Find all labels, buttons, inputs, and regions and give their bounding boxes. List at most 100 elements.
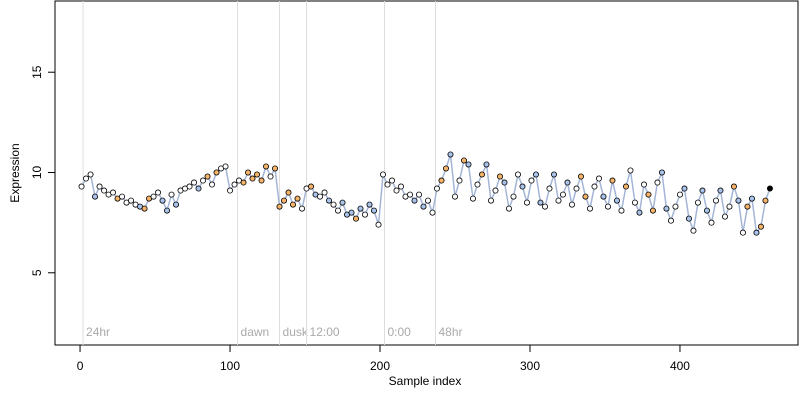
x-tick-label: 300 [520,359,540,373]
data-point [757,223,764,230]
y-axis-title: Expression [8,143,22,202]
data-point [420,203,427,210]
y-tick-label: 10 [30,166,44,180]
data-point [447,151,454,158]
data-point [245,169,252,176]
data-point [523,199,530,206]
data-point [438,177,445,184]
data-point [195,185,202,192]
data-point [299,205,306,212]
data-point [200,177,207,184]
data-point [690,227,697,234]
data-point [622,183,629,190]
data-point [433,185,440,192]
data-point [231,181,238,188]
data-point [546,185,553,192]
data-point [519,183,526,190]
data-point [753,229,760,236]
data-point [209,181,216,188]
data-point [595,175,602,182]
data-point [429,209,436,216]
data-point [101,187,108,194]
data-point [294,195,301,202]
data-point [348,209,355,216]
data-point [636,209,643,216]
data-point [717,187,724,194]
data-point [505,205,512,212]
data-point [672,203,679,210]
data-point [658,169,665,176]
data-point [721,213,728,220]
data-point [492,187,499,194]
data-point [663,205,670,212]
data-point [249,175,256,182]
data-point [173,201,180,208]
data-point [654,179,661,186]
data-point [263,163,270,170]
data-point [591,183,598,190]
marker-label: dusk [283,325,309,339]
series-line [80,154,771,235]
data-point [685,215,692,222]
data-point [186,183,193,190]
data-point [739,229,746,236]
data-point [321,189,328,196]
data-point [335,207,342,214]
data-point [78,183,85,190]
data-point [735,197,742,204]
data-point [474,181,481,188]
data-point [213,169,220,176]
data-point [168,191,175,198]
data-point [267,173,274,180]
data-point [465,161,472,168]
data-point [541,203,548,210]
data-point [613,197,620,204]
data-point [330,201,337,208]
data-point [362,211,369,218]
data-point [204,173,211,180]
x-axis-title: Sample index [389,374,462,388]
data-point [384,181,391,188]
data-point [389,177,396,184]
y-tick-label: 5 [30,269,44,276]
data-point [254,171,261,178]
data-point [582,193,589,200]
plot-frame [54,0,799,346]
data-point [407,191,414,198]
data-point [155,189,162,196]
data-point [537,199,544,206]
data-point [609,177,616,184]
data-point [357,205,364,212]
marker-label: 48hr [438,325,462,339]
x-tick-label: 0 [77,359,84,373]
data-point [532,171,539,178]
data-point [640,181,647,188]
data-point [627,167,634,174]
x-tick-label: 100 [220,359,240,373]
data-point [514,171,521,178]
data-point [442,165,449,172]
x-tick-label: 200 [370,359,390,373]
data-point [586,205,593,212]
data-point [281,197,288,204]
data-point [317,193,324,200]
data-point [604,203,611,210]
data-point [460,157,467,164]
data-point [375,221,382,228]
data-point [478,171,485,178]
data-point [380,171,387,178]
data-point [699,187,706,194]
data-point [649,207,656,214]
data-point [748,195,755,202]
data-point [730,183,737,190]
data-point [762,197,769,204]
data-point [353,215,360,222]
data-point [398,183,405,190]
data-point [744,203,751,210]
data-point [487,197,494,204]
data-point [667,217,674,224]
marker-label: 24hr [86,325,110,339]
data-point [110,189,117,196]
data-point [703,207,710,214]
